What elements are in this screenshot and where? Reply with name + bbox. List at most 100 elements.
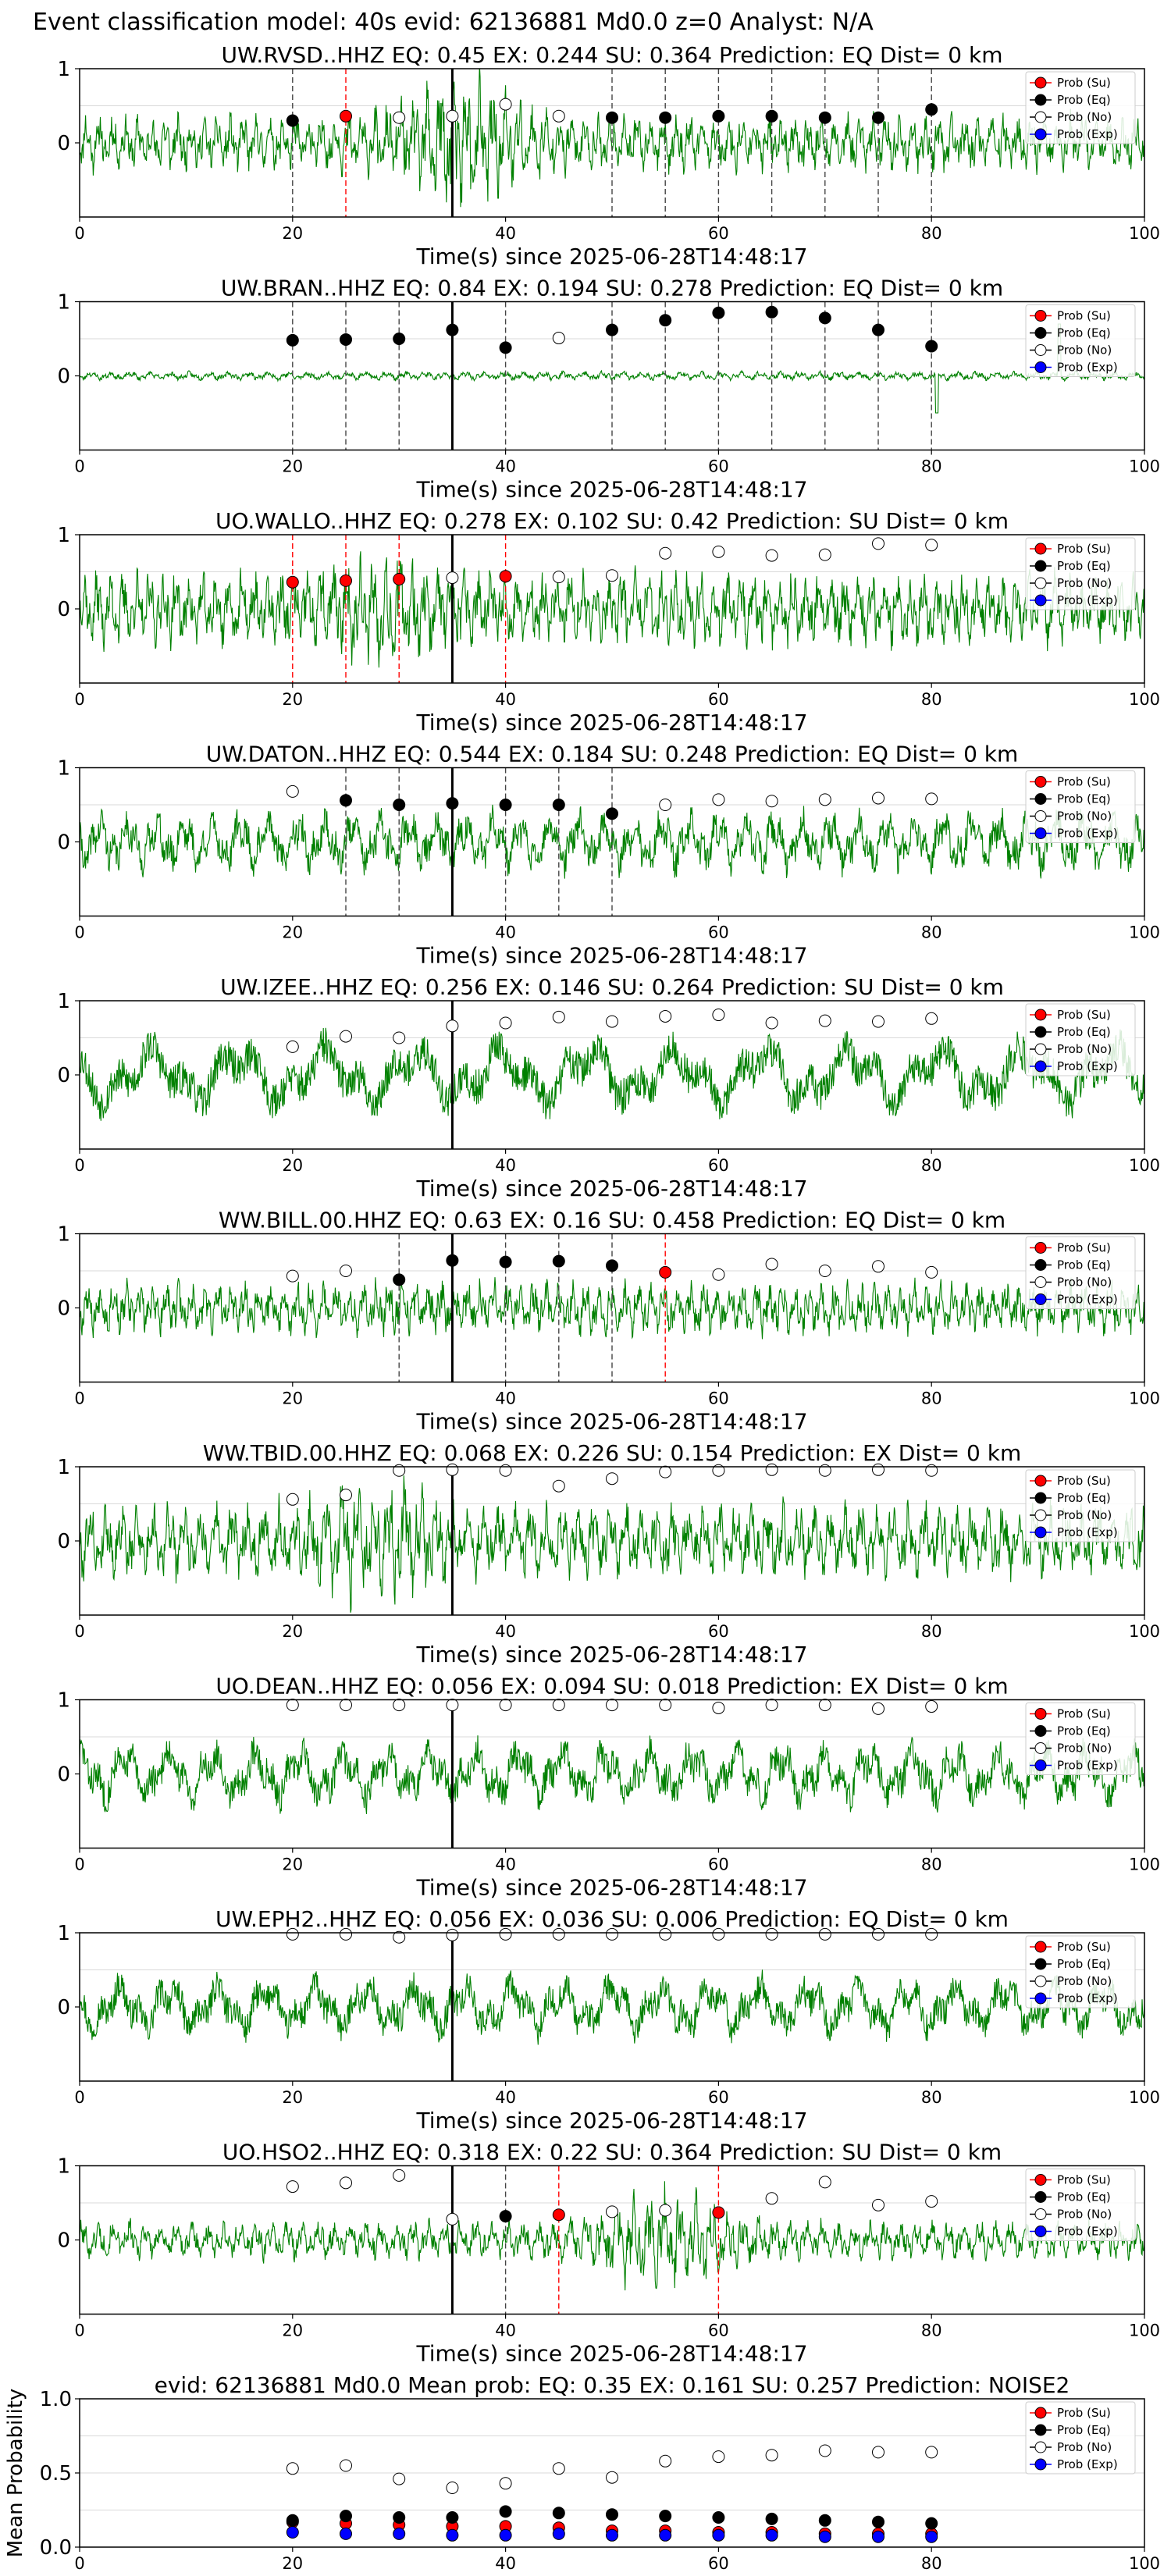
mean-point-no <box>606 2471 618 2484</box>
mean-point-eq <box>552 2507 565 2520</box>
x-tick-label: 0 <box>74 1389 84 1408</box>
prob-point-su <box>393 573 406 585</box>
x-tick-label: 20 <box>282 923 303 942</box>
legend-label-exp: Prob (Exp) <box>1057 1759 1118 1773</box>
x-tick-label: 80 <box>921 457 942 476</box>
panel-title: UO.WALLO..HHZ EQ: 0.278 EX: 0.102 SU: 0.… <box>215 508 1009 534</box>
x-tick-label: 0 <box>74 2322 84 2340</box>
y-tick-label: 1 <box>57 2155 70 2179</box>
x-axis-label: Time(s) since 2025-06-28T14:48:17 <box>415 2108 807 2133</box>
y-tick-label: 1 <box>57 1456 70 1479</box>
prob-point-no <box>286 785 299 798</box>
x-tick-label: 0 <box>74 224 84 243</box>
prob-point-no <box>552 1927 565 1941</box>
x-tick-label: 80 <box>921 1156 942 1175</box>
prob-point-eq <box>712 306 725 319</box>
x-tick-label: 40 <box>495 224 516 243</box>
legend-marker-eq <box>1034 1725 1047 1737</box>
legend-frame <box>1025 2401 1136 2475</box>
waveform-trace <box>80 1969 1144 2045</box>
prob-point-no <box>446 1928 459 1941</box>
x-tick-label: 40 <box>495 457 516 476</box>
legend: Prob (Su) Prob (Eq) Prob (No) Prob (Exp) <box>1025 1469 1136 1542</box>
prob-point-no <box>712 1927 725 1941</box>
x-tick-label: 100 <box>1129 2088 1160 2107</box>
x-tick-label: 20 <box>282 1622 303 1641</box>
legend-label-eq: Prob (Eq) <box>1057 792 1111 806</box>
prob-point-eq <box>393 1273 406 1286</box>
x-tick-label: 80 <box>921 1856 942 1874</box>
prob-point-eq <box>606 1259 618 1272</box>
prob-point-no <box>606 1015 618 1028</box>
legend-label-su: Prob (Su) <box>1057 76 1111 90</box>
prob-point-no <box>286 1493 299 1506</box>
prob-point-no <box>606 1472 618 1485</box>
mean-point-no <box>286 2462 299 2475</box>
x-tick-label: 60 <box>708 1856 729 1874</box>
prob-point-no <box>818 548 831 561</box>
x-axis-label: Time(s) since 2025-06-28T14:48:17 <box>415 244 807 269</box>
prob-point-no <box>393 1699 406 1712</box>
prob-point-no <box>340 1699 352 1712</box>
x-tick-label: 0 <box>74 1156 84 1175</box>
prob-point-no <box>818 793 831 806</box>
legend-label-no: Prob (No) <box>1057 1042 1112 1056</box>
mean-point-exp <box>446 2528 459 2542</box>
x-axis-label: Time(s) since 2025-06-28T14:48:17 <box>415 1176 807 1201</box>
mean-point-exp <box>872 2530 884 2543</box>
legend-marker-exp <box>1034 2226 1047 2237</box>
legend-marker-eq <box>1034 2424 1047 2436</box>
legend-marker-su <box>1034 776 1047 788</box>
mean-point-eq <box>286 2514 299 2527</box>
prob-point-no <box>286 2180 299 2194</box>
prob-point-no <box>765 1699 778 1712</box>
x-tick-label: 80 <box>921 2554 942 2573</box>
prob-point-eq <box>393 799 406 811</box>
mean-point-eq <box>606 2508 618 2521</box>
legend-label-no: Prob (No) <box>1057 2208 1112 2222</box>
panel-6: WW.BILL.00.HHZ EQ: 0.63 EX: 0.16 SU: 0.4… <box>57 1208 1160 1435</box>
x-tick-label: 100 <box>1129 1156 1160 1175</box>
panel-1: UW.RVSD..HHZ EQ: 0.45 EX: 0.244 SU: 0.36… <box>57 42 1160 269</box>
prob-point-no <box>659 1465 672 1478</box>
legend-marker-su <box>1034 2407 1047 2419</box>
legend-label-eq: Prob (Eq) <box>1057 2190 1111 2204</box>
prob-point-no <box>712 1268 725 1281</box>
x-tick-label: 0 <box>74 457 84 476</box>
legend-label-eq: Prob (Eq) <box>1057 1957 1111 1971</box>
legend-marker-eq <box>1034 2191 1047 2203</box>
prob-point-eq <box>499 2210 512 2223</box>
legend-label-eq: Prob (Eq) <box>1057 1724 1111 1738</box>
prob-point-eq <box>499 1255 512 1268</box>
prob-point-no <box>552 571 565 584</box>
x-tick-label: 40 <box>495 1622 516 1641</box>
legend-marker-no <box>1034 2208 1047 2220</box>
y-axis-label: Mean Probability <box>4 2389 27 2558</box>
y-tick-label: 0 <box>57 831 70 855</box>
legend: Prob (Su) Prob (Eq) Prob (No) Prob (Exp) <box>1025 1935 1136 2008</box>
x-tick-label: 20 <box>282 2088 303 2107</box>
prob-point-no <box>712 1464 725 1477</box>
x-tick-label: 100 <box>1129 923 1160 942</box>
legend-label-su: Prob (Su) <box>1057 1940 1111 1954</box>
legend-marker-no <box>1034 1276 1047 1288</box>
y-tick-label: 1 <box>57 757 70 781</box>
legend: Prob (Su) Prob (Eq) Prob (No) Prob (Exp) <box>1025 1236 1136 1309</box>
x-tick-label: 0 <box>74 1856 84 1874</box>
prob-point-no <box>818 1265 831 1277</box>
panel-title: UW.BRAN..HHZ EQ: 0.84 EX: 0.194 SU: 0.27… <box>221 276 1003 301</box>
waveform-trace <box>80 1475 1144 1613</box>
legend: Prob (Su) Prob (Eq) Prob (No) Prob (Exp) <box>1025 304 1136 377</box>
legend-marker-su <box>1034 1475 1047 1487</box>
legend-marker-no <box>1034 344 1047 356</box>
x-tick-label: 60 <box>708 1622 729 1641</box>
prob-point-no <box>552 1010 565 1023</box>
prob-point-no <box>606 1927 618 1941</box>
x-tick-label: 100 <box>1129 1622 1160 1641</box>
y-tick-label: 0 <box>57 132 70 155</box>
panel-title: UW.RVSD..HHZ EQ: 0.45 EX: 0.244 SU: 0.36… <box>221 42 1002 68</box>
legend-marker-su <box>1034 1708 1047 1720</box>
x-tick-label: 40 <box>495 1156 516 1175</box>
prob-point-no <box>765 2192 778 2205</box>
legend-marker-su <box>1034 310 1047 322</box>
